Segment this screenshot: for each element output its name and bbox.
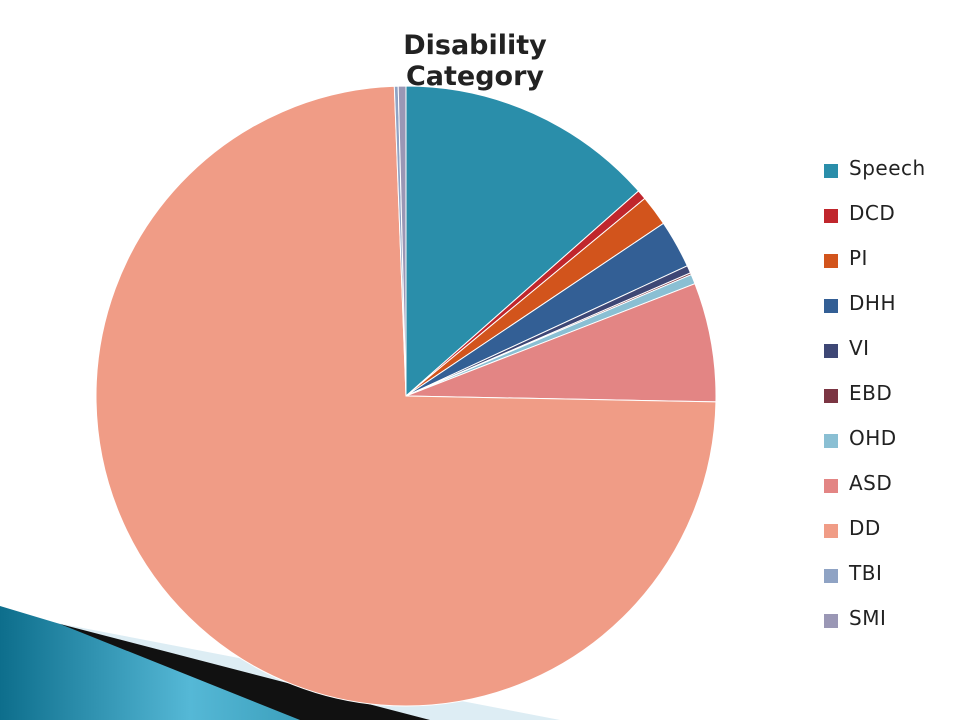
- legend-label: EBD: [849, 381, 893, 405]
- legend-item-smi: SMI: [824, 606, 926, 651]
- legend-swatch: [824, 389, 838, 403]
- legend-item-dcd: DCD: [824, 201, 926, 246]
- legend-swatch: [824, 299, 838, 313]
- legend-swatch: [824, 614, 838, 628]
- legend-item-vi: VI: [824, 336, 926, 381]
- legend-swatch: [824, 434, 838, 448]
- pie-slice-smi: [397, 85, 407, 397]
- legend-item-ohd: OHD: [824, 426, 926, 471]
- legend-label: DCD: [849, 201, 896, 225]
- legend-label: VI: [849, 336, 870, 360]
- legend-swatch: [824, 254, 838, 268]
- legend-label: SMI: [849, 606, 887, 630]
- pie-slice-asd: [405, 283, 717, 403]
- legend-item-ebd: EBD: [824, 381, 926, 426]
- pie-slice-dd: [95, 85, 717, 707]
- legend-item-pi: PI: [824, 246, 926, 291]
- legend-swatch: [824, 479, 838, 493]
- legend-swatch: [824, 569, 838, 583]
- legend-swatch: [824, 344, 838, 358]
- legend-swatch: [824, 209, 838, 223]
- pie-slices: [95, 85, 717, 707]
- legend-label: DD: [849, 516, 881, 540]
- chart-title: Disability Category: [403, 30, 547, 92]
- legend-label: DHH: [849, 291, 896, 315]
- legend-label: OHD: [849, 426, 897, 450]
- legend-item-dd: DD: [824, 516, 926, 561]
- legend-label: TBI: [849, 561, 883, 585]
- legend-item-tbi: TBI: [824, 561, 926, 606]
- legend-item-dhh: DHH: [824, 291, 926, 336]
- legend-label: ASD: [849, 471, 893, 495]
- legend-label: PI: [849, 246, 868, 270]
- pie-slice-speech: [405, 85, 640, 398]
- legend-swatch: [824, 164, 838, 178]
- legend-swatch: [824, 524, 838, 538]
- legend-label: Speech: [849, 156, 926, 180]
- legend-item-asd: ASD: [824, 471, 926, 516]
- legend: Speech DCD PI DHH VI EBD OHD ASD DD TBI SMI: [824, 156, 926, 651]
- legend-item-speech: Speech: [824, 156, 926, 201]
